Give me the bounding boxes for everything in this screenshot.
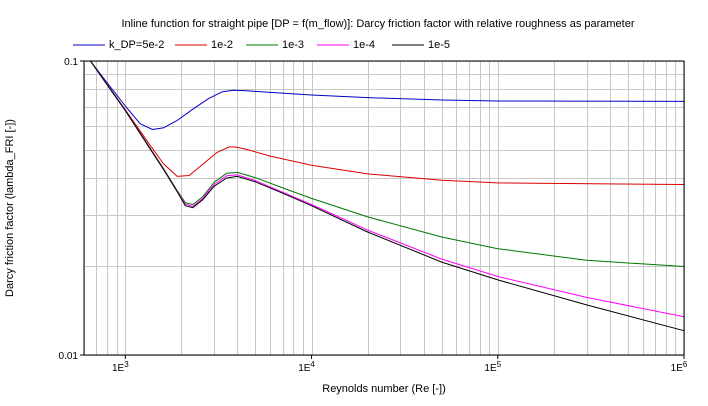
y-tick-label: 0.1 <box>64 57 78 68</box>
series-line-1e-5 <box>90 60 685 332</box>
plot-frame <box>83 60 685 356</box>
legend-label: k_DP=5e-2 <box>109 39 164 51</box>
x-tick-label: 1E3 <box>112 360 129 374</box>
x-tick-label: 1E4 <box>298 360 315 374</box>
y-axis-ticks: 0.1 0.01 <box>59 57 84 362</box>
legend-label: 1e-3 <box>282 39 304 51</box>
x-tick-label: 1E5 <box>484 360 501 374</box>
series-line-1e-2 <box>90 60 685 185</box>
chart-title: Inline function for straight pipe [DP = … <box>121 18 634 30</box>
x-axis-label: Reynolds number (Re [-]) <box>322 383 446 395</box>
plot-area <box>84 61 684 355</box>
legend: k_DP=5e-2 1e-2 1e-3 1e-4 1e-5 <box>73 39 450 51</box>
x-tick-label: 1E6 <box>671 360 688 374</box>
y-axis-label: Darcy friction factor (lambda_FRI [-]) <box>4 119 16 297</box>
legend-label: 1e-5 <box>428 39 450 51</box>
series-line-k-dp-5e-2 <box>90 60 685 130</box>
y-tick-label: 0.01 <box>59 351 79 362</box>
series-group <box>90 60 685 332</box>
x-axis-ticks: 1E3 1E4 1E5 1E6 <box>112 355 688 374</box>
legend-label: 1e-2 <box>211 39 233 51</box>
legend-label: 1e-4 <box>353 39 375 51</box>
